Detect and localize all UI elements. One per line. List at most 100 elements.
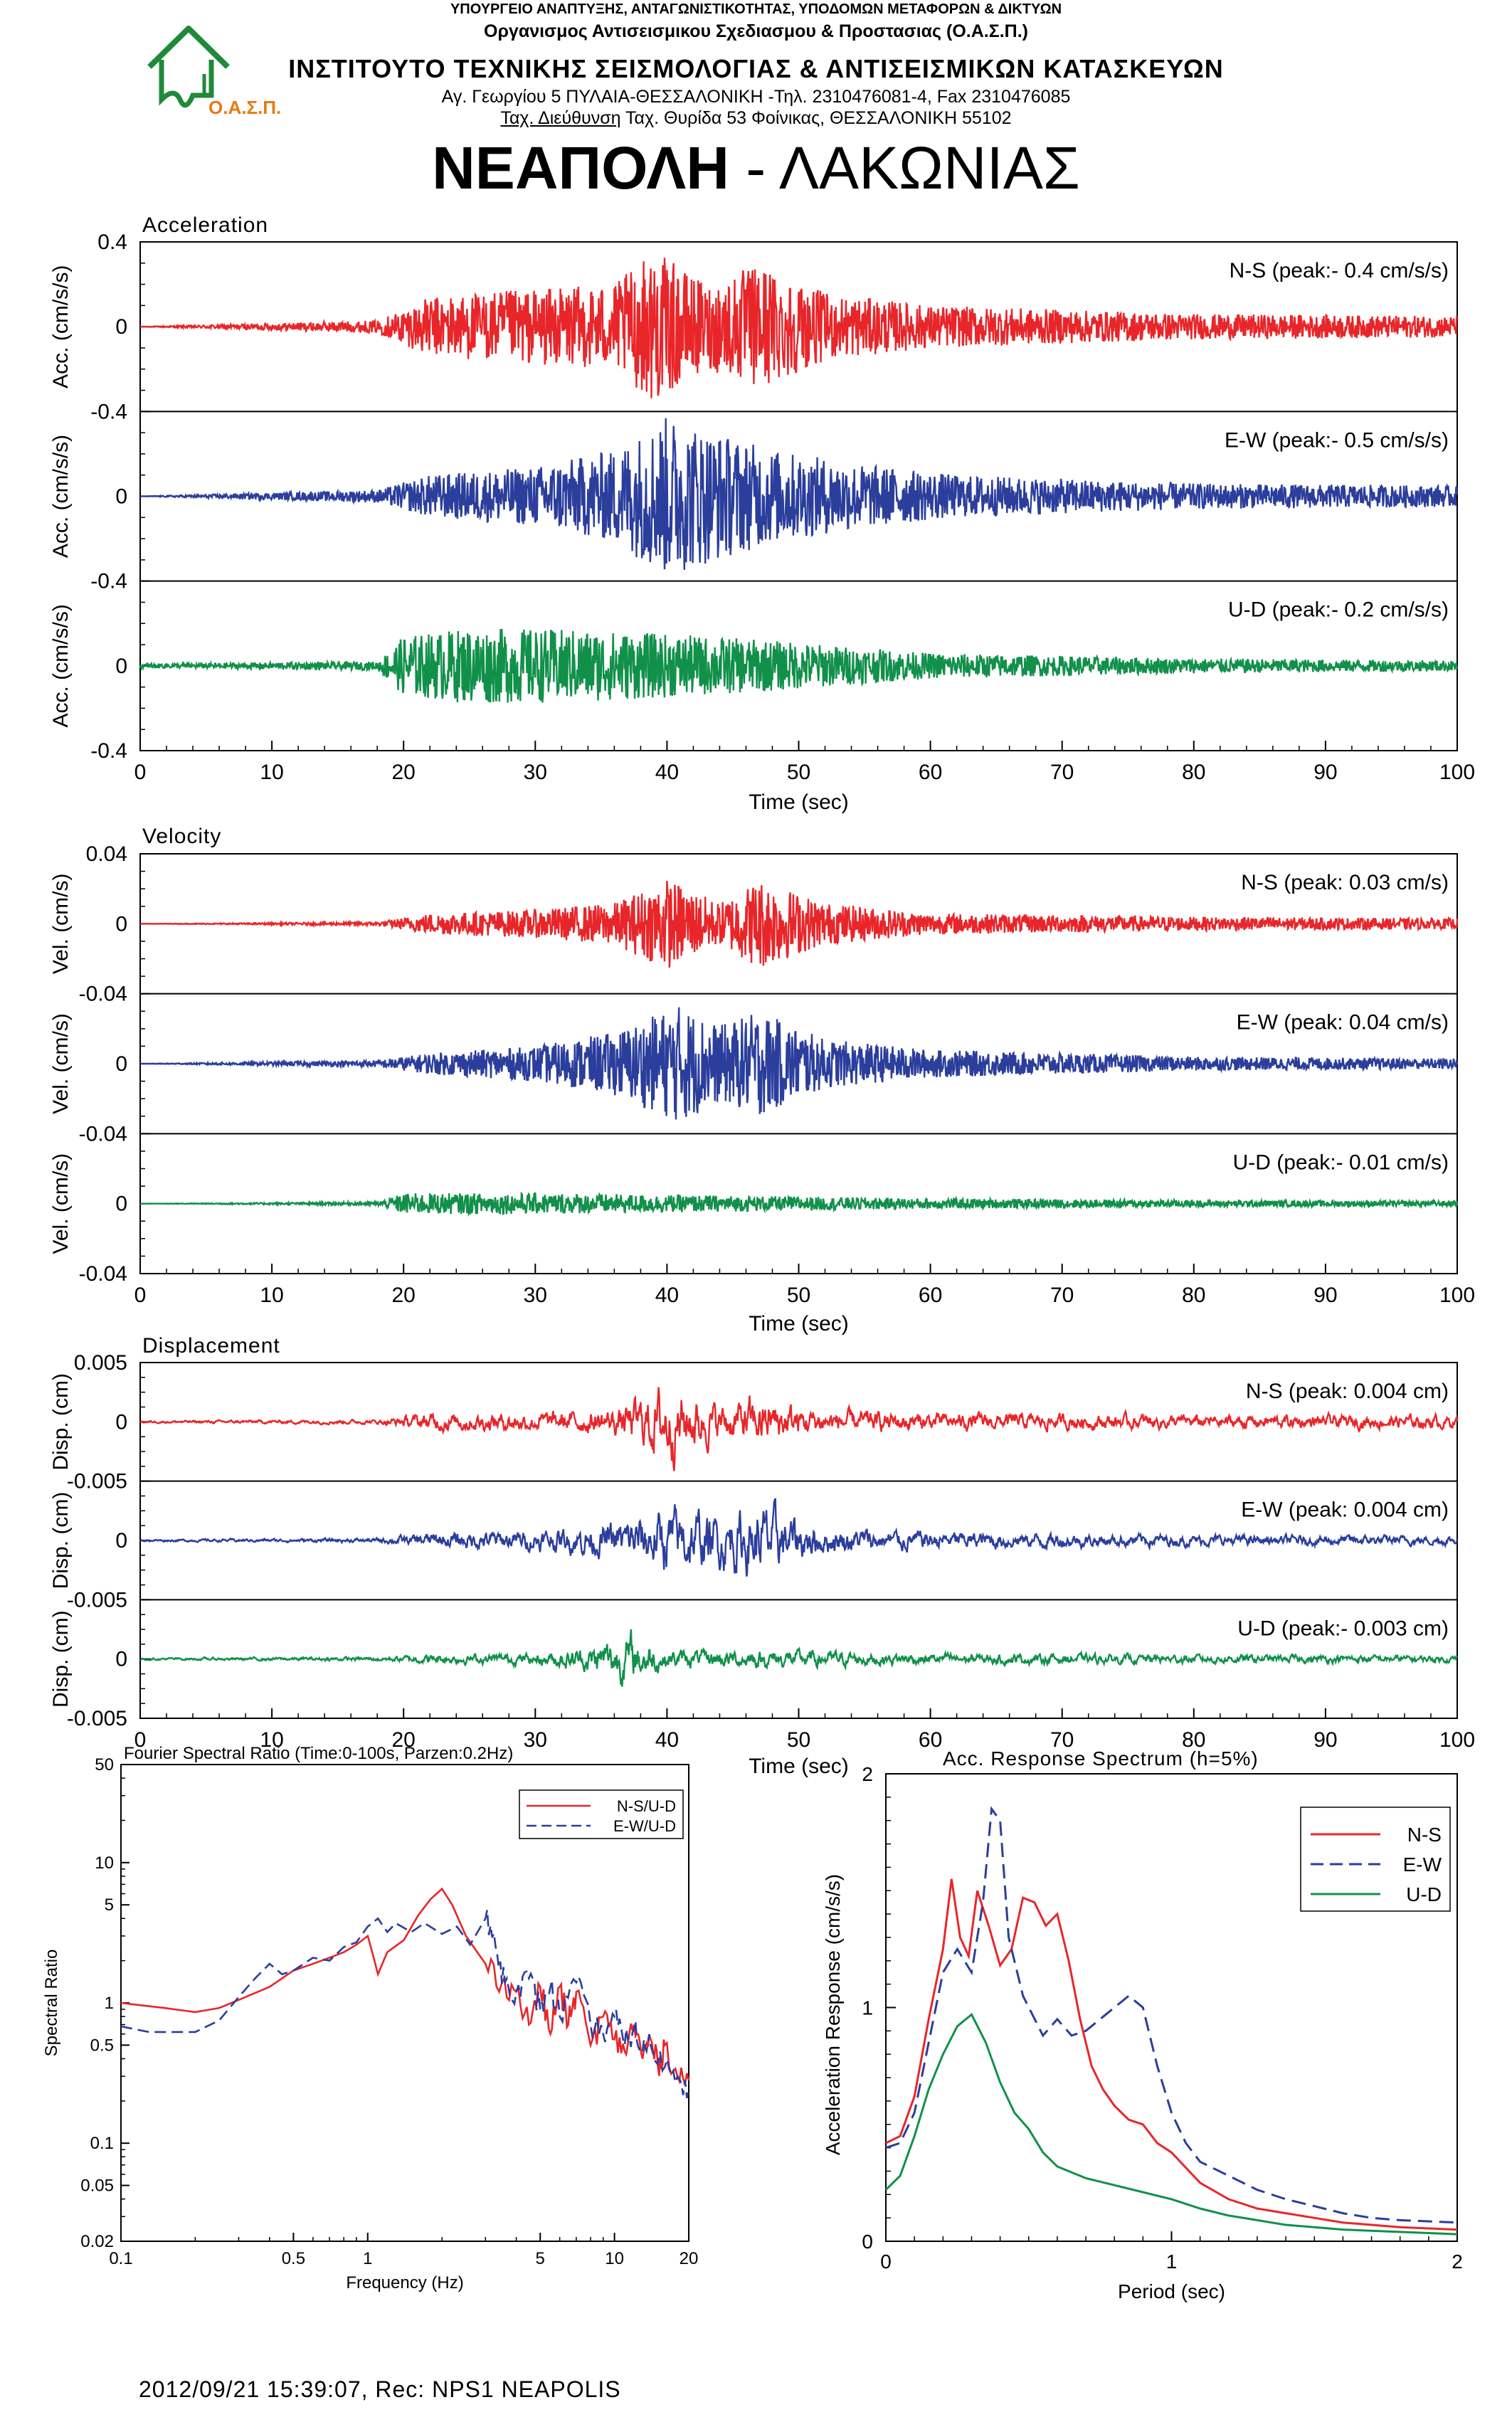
response-series-u-d: [884, 2013, 1458, 2236]
acceleration-panel-u-d: 0 -0.4 Acc. (cm/s/s) U-D (peak:- 0.2 cm/s/s…: [49, 598, 1459, 763]
fourier-series-n-s-u-d: [120, 1887, 690, 2088]
velocity-series-u-d: [140, 1191, 1459, 1217]
velocity-y-tick-label: -0.04: [79, 1262, 127, 1286]
velocity-series-n-s: [140, 880, 1459, 968]
acceleration-x-tick-label: 90: [1313, 761, 1337, 784]
acceleration-x-tick-label: 0: [134, 761, 147, 784]
response-y-tick-label: 0: [862, 2231, 873, 2253]
address-line-1: Αγ. Γεωργίου 5 ΠΥΛΑΙΑ-ΘΕΣΣΑΛΟΝΙΚΗ -Τηλ. …: [441, 87, 1071, 107]
displacement-x-tick-label: 10: [260, 1728, 283, 1752]
fourier-y-tick-label: 0.02: [80, 2232, 114, 2251]
fourier-y-tick-label: 0.05: [80, 2177, 114, 2196]
logo-house: [159, 60, 214, 108]
acceleration-x-tick-label: 70: [1050, 761, 1074, 784]
station-name: ΝΕΑΠΟΛΗ: [432, 134, 729, 201]
acceleration-y-label: Acc. (cm/s/s): [49, 265, 73, 388]
institute-name: ΙΝΣΤΙΤΟΥΤΟ ΤΕΧΝΙΚΗΣ ΣΕΙΣΜΟΛΟΓΙΑΣ & ΑΝΤΙΣ…: [288, 54, 1224, 83]
displacement-x-tick-label: 90: [1313, 1728, 1337, 1752]
address-line-2-label: Ταχ. Διεύθυνση: [500, 108, 621, 128]
fourier-y-tick-label: 5: [105, 1895, 114, 1915]
fourier-ratio-chart: Fourier Spectral Ratio (Time:0-100s, Par…: [42, 1744, 698, 2292]
velocity-chart: Velocity 0 10 20 30 40 50 60 70 80 90 100 Time (sec)…: [49, 825, 1475, 1336]
velocity-panel-n-s: 0.04 0 -0.04 Vel. (cm/s) N-S (peak: 0.03 cm/…: [49, 842, 1459, 1006]
acceleration-y-label: Acc. (cm/s/s): [49, 604, 73, 727]
acceleration-panel-e-w: 0 -0.4 Acc. (cm/s/s) E-W (peak:- 0.5 cm/s/s…: [49, 418, 1459, 593]
velocity-x-tick-label: 90: [1313, 1284, 1337, 1307]
acceleration-x-tick-label: 30: [524, 761, 547, 784]
displacement-x-tick-label: 0: [134, 1728, 147, 1752]
fourier-y-tick-label: 0.5: [90, 2036, 114, 2055]
acceleration-x-tick-label: 100: [1439, 761, 1475, 784]
displacement-y-tick-label: -0.005: [67, 1707, 127, 1730]
response-y-label: Acceleration Response (cm/s/s): [822, 1874, 844, 2155]
page-header: Ο.Α.Σ.Π. ΥΠΟΥΡΓΕΙΟ ΑΝΑΠΤΥΞΗΣ, ΑΝΤΑΓΩΝΙΣΤ…: [0, 0, 1512, 206]
acceleration-title: Acceleration: [142, 213, 268, 237]
acceleration-series-n-s: [140, 258, 1459, 398]
velocity-x-tick-label: 70: [1050, 1284, 1074, 1307]
acceleration-y-tick-label: 0: [115, 655, 127, 678]
velocity-series-label-e-w: E-W (peak: 0.04 cm/s): [1237, 1011, 1449, 1035]
velocity-x-tick-label: 40: [655, 1284, 679, 1307]
fourier-title: Fourier Spectral Ratio (Time:0-100s, Par…: [124, 1744, 513, 1763]
velocity-y-tick-label: -0.04: [79, 1122, 127, 1146]
response-x-tick-label: 2: [1452, 2251, 1463, 2273]
velocity-x-tick-label: 80: [1182, 1284, 1205, 1307]
displacement-x-tick-label: 50: [787, 1728, 810, 1752]
displacement-series-e-w: [139, 1498, 1459, 1577]
velocity-y-tick-label: 0: [115, 1192, 127, 1216]
displacement-x-label: Time (sec): [749, 1755, 849, 1778]
displacement-y-tick-label: 0: [115, 1648, 127, 1671]
displacement-series-label-n-s: N-S (peak: 0.004 cm): [1246, 1380, 1449, 1403]
response-y-tick-label: 2: [862, 1763, 873, 1785]
acceleration-y-tick-label: 0.4: [97, 231, 127, 254]
response-series-n-s: [885, 1878, 1458, 2231]
displacement-y-tick-label: 0.005: [74, 1351, 127, 1375]
displacement-title: Displacement: [142, 1334, 280, 1358]
station-region: - ΛΑΚΩΝΙΑΣ: [729, 134, 1080, 201]
acceleration-series-label-n-s: N-S (peak:- 0.4 cm/s/s): [1230, 259, 1449, 282]
fourier-y-tick-label: 10: [95, 1853, 114, 1873]
fourier-y-tick-label: 0.1: [90, 2134, 114, 2153]
displacement-y-tick-label: 0: [115, 1529, 127, 1553]
velocity-series-e-w: [140, 1007, 1459, 1120]
displacement-x-tick-label: 60: [919, 1728, 942, 1752]
displacement-y-label: Disp. (cm): [49, 1373, 73, 1471]
acceleration-y-tick-label: -0.4: [90, 400, 127, 423]
acceleration-x-tick-label: 50: [787, 761, 810, 784]
ministry-name: ΥΠΟΥΡΓΕΙΟ ΑΝΑΠΤΥΞΗΣ, ΑΝΤΑΓΩΝΙΣΤΙΚΟΤΗΤΑΣ,…: [450, 1, 1062, 17]
velocity-x-tick-label: 0: [134, 1284, 147, 1307]
organization-name: Οργανισμος Αντισεισμικου Σχεδιασμου & Πρ…: [484, 21, 1028, 41]
displacement-series-n-s: [139, 1387, 1459, 1471]
fourier-y-tick-label: 50: [95, 1755, 114, 1775]
displacement-x-tick-label: 40: [655, 1728, 679, 1752]
velocity-title: Velocity: [142, 825, 221, 848]
logo-text: Ο.Α.Σ.Π.: [208, 97, 281, 118]
velocity-x-tick-label: 60: [919, 1284, 942, 1307]
logo-roof: [147, 26, 230, 69]
acceleration-y-tick-label: 0: [115, 315, 127, 339]
displacement-y-tick-label: -0.005: [67, 1588, 127, 1612]
velocity-x-label: Time (sec): [749, 1312, 849, 1336]
acceleration-y-label: Acc. (cm/s/s): [49, 435, 73, 558]
response-legend-label: U-D: [1406, 1883, 1442, 1905]
acceleration-series-e-w: [140, 418, 1459, 570]
fourier-x-tick-label: 20: [680, 2249, 699, 2268]
response-x-tick-label: 1: [1166, 2251, 1178, 2273]
velocity-y-label: Vel. (cm/s): [49, 1153, 73, 1254]
fourier-x-tick-label: 1: [363, 2249, 372, 2268]
velocity-x-tick-label: 20: [392, 1284, 416, 1307]
displacement-x-tick-label: 20: [392, 1728, 416, 1752]
fourier-y-tick-label: 1: [105, 1994, 114, 2013]
fourier-y-label: Spectral Ratio: [42, 1950, 61, 2057]
displacement-y-tick-label: 0: [115, 1410, 127, 1434]
displacement-series-label-e-w: E-W (peak: 0.004 cm): [1241, 1498, 1449, 1522]
fourier-legend-label: N-S/U-D: [617, 1797, 676, 1815]
response-legend-label: E-W: [1403, 1853, 1442, 1876]
fourier-x-tick-label: 10: [605, 2249, 624, 2268]
acceleration-y-tick-label: 0: [115, 485, 127, 509]
velocity-x-tick-label: 30: [524, 1284, 547, 1307]
